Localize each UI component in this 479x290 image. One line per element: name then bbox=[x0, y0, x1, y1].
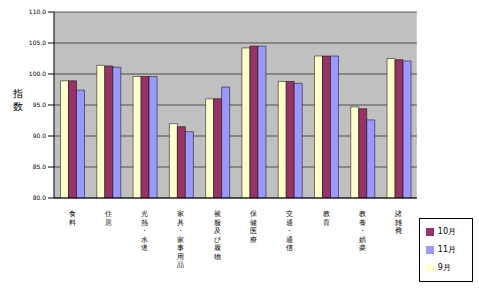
svg-text:諸雑費: 諸雑費 bbox=[395, 210, 402, 235]
svg-text:教養・娯楽: 教養・娯楽 bbox=[359, 210, 366, 252]
svg-text:80.0: 80.0 bbox=[33, 194, 47, 201]
svg-text:保健医療: 保健医療 bbox=[250, 210, 257, 244]
svg-text:指数: 指数 bbox=[12, 88, 23, 112]
svg-text:110.0: 110.0 bbox=[29, 8, 46, 15]
svg-text:95.0: 95.0 bbox=[33, 101, 47, 108]
svg-text:家具・家事用品: 家具・家事用品 bbox=[177, 210, 184, 269]
html-text:10月: 10月 bbox=[437, 227, 456, 236]
html-text:11月: 11月 bbox=[437, 245, 456, 254]
svg-text:90.0: 90.0 bbox=[33, 132, 47, 139]
svg-text:住居: 住居 bbox=[104, 210, 112, 227]
html-text:9月: 9月 bbox=[437, 263, 451, 272]
svg-text:光熱・水道: 光熱・水道 bbox=[141, 210, 148, 252]
svg-text:教育: 教育 bbox=[323, 210, 330, 227]
svg-text:被服及び履物: 被服及び履物 bbox=[214, 210, 222, 261]
svg-text:85.0: 85.0 bbox=[33, 163, 47, 170]
svg-text:交通・通信: 交通・通信 bbox=[286, 210, 293, 252]
svg-text:食料: 食料 bbox=[69, 210, 76, 227]
svg-text:100.0: 100.0 bbox=[29, 70, 46, 77]
svg-text:105.0: 105.0 bbox=[29, 39, 46, 46]
